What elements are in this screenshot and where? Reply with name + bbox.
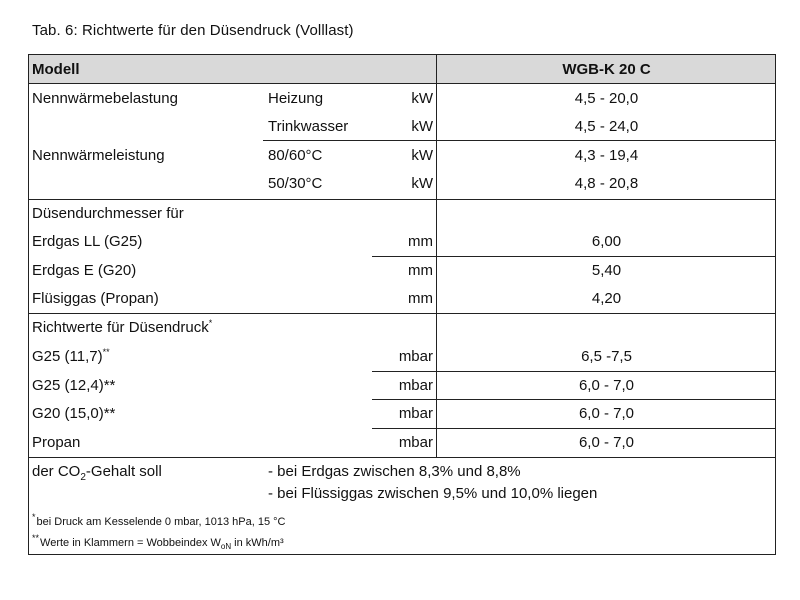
footnote-2-text-post: in kWh/m³ <box>231 537 284 549</box>
header-divider <box>28 83 776 84</box>
row-divider <box>372 256 776 257</box>
unit-label: mbar <box>398 348 433 365</box>
section-divider <box>28 199 776 200</box>
table-frame <box>28 54 776 555</box>
section-title-richtwerte: Richtwerte für Düsendruck* <box>32 319 212 337</box>
value-cell: 4,5 - 20,0 <box>574 90 639 107</box>
unit-label: mbar <box>398 405 433 422</box>
row-divider <box>372 371 776 372</box>
section-divider <box>28 313 776 314</box>
row-label: Erdgas LL (G25) <box>32 233 143 250</box>
co2-label-post: -Gehalt soll <box>85 463 162 480</box>
row-divider <box>372 399 776 400</box>
co2-label-pre: der CO <box>32 463 81 480</box>
row-divider <box>372 428 776 429</box>
value-cell: 4,20 <box>591 290 622 307</box>
unit-label: kW <box>411 90 433 107</box>
value-cell: 4,5 - 24,0 <box>574 118 639 135</box>
value-cell: 6,0 - 7,0 <box>578 405 635 422</box>
unit-label: mm <box>408 290 433 307</box>
sub-label: 80/60°C <box>268 147 323 164</box>
footnote-1: *bei Druck am Kesselende 0 mbar, 1013 hP… <box>32 513 286 528</box>
co2-line-erdgas: - bei Erdgas zwischen 8,3% und 8,8% <box>268 463 521 480</box>
header-model-value: WGB-K 20 C <box>562 61 651 78</box>
table-header-background <box>29 55 775 83</box>
value-cell: 4,8 - 20,8 <box>574 175 639 192</box>
row-label: Propan <box>32 434 81 451</box>
column-divider <box>436 54 437 457</box>
row-label: Erdgas E (G20) <box>32 262 137 279</box>
label-nennwaermebelastung: Nennwärmebelastung <box>32 90 178 107</box>
footnote-1-text: bei Druck am Kesselende 0 mbar, 1013 hPa… <box>36 516 286 528</box>
value-cell: 6,0 - 7,0 <box>578 377 635 394</box>
co2-label: der CO2-Gehalt soll <box>32 463 162 483</box>
header-model-label: Modell <box>32 61 80 78</box>
footnote-2: **Werte in Klammern = Wobbeindex WoN in … <box>32 534 284 552</box>
value-cell: 6,5 -7,5 <box>581 348 632 365</box>
footnote-2-sub: oN <box>220 542 232 552</box>
row-label: G25 (11,7)** <box>32 348 110 366</box>
footnote-mark: * <box>208 318 213 328</box>
row-label-text: G25 (11,7) <box>32 348 103 365</box>
footnote-2-mark: ** <box>32 533 40 544</box>
section-divider <box>28 457 776 458</box>
table-caption: Tab. 6: Richtwerte für den Düsendruck (V… <box>32 22 354 39</box>
sub-label: Trinkwasser <box>268 118 349 135</box>
footnote-mark: ** <box>102 347 110 357</box>
section-title-text: Richtwerte für Düsendruck <box>32 319 209 336</box>
value-cell: 4,3 - 19,4 <box>574 147 639 164</box>
co2-label-sub: 2 <box>80 472 86 483</box>
unit-label: mbar <box>398 434 433 451</box>
footnote-1-mark: * <box>32 512 36 523</box>
footnote-2-text-pre: Werte in Klammern = Wobbeindex W <box>40 537 221 549</box>
value-cell: 5,40 <box>591 262 622 279</box>
unit-label: kW <box>411 147 433 164</box>
unit-label: kW <box>411 175 433 192</box>
unit-label: mbar <box>398 377 433 394</box>
section-title-duesendurchmesser: Düsendurchmesser für <box>32 205 184 222</box>
value-cell: 6,0 - 7,0 <box>578 434 635 451</box>
row-label: G25 (12,4)** <box>32 377 116 394</box>
unit-label: kW <box>411 118 433 135</box>
row-divider <box>263 140 776 141</box>
sub-label: Heizung <box>268 90 324 107</box>
sub-label: 50/30°C <box>268 175 323 192</box>
unit-label: mm <box>408 262 433 279</box>
value-cell: 6,00 <box>591 233 622 250</box>
row-label: Flüsiggas (Propan) <box>32 290 159 307</box>
co2-line-fluessiggas: - bei Flüssiggas zwischen 9,5% und 10,0%… <box>268 485 598 502</box>
unit-label: mm <box>408 233 433 250</box>
row-label: G20 (15,0)** <box>32 405 116 422</box>
label-nennwaermeleistung: Nennwärmeleistung <box>32 147 165 164</box>
